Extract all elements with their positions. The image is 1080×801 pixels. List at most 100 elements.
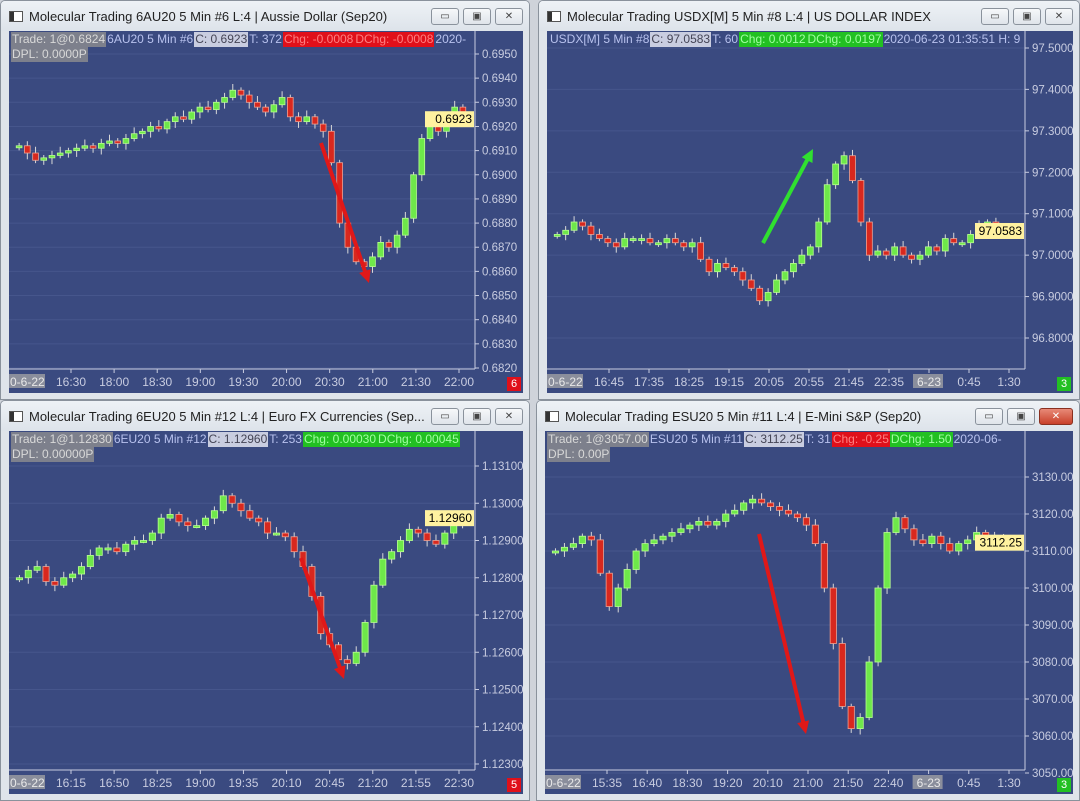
chart-body[interactable]: USDX[M] 5 Min #8 C: 97.0583 T: 60 Chg: 0.00… xyxy=(547,31,1075,395)
chart-window[interactable]: Molecular Trading 6EU20 5 Min #12 L:4 | … xyxy=(0,400,530,801)
candle xyxy=(148,530,156,545)
maximize-button[interactable]: ▣ xyxy=(1007,408,1035,425)
x-tick-label: 18:00 xyxy=(99,375,129,389)
maximize-button[interactable]: ▣ xyxy=(1013,8,1041,25)
date-marker xyxy=(9,374,45,388)
chart-body[interactable]: Trade: 1@0.6824 6AU20 5 Min #6 C: 0.6923 T:… xyxy=(9,31,523,393)
x-tick-label: 0-6-22 xyxy=(10,776,45,790)
candle xyxy=(950,232,958,246)
candle xyxy=(15,142,23,151)
minimize-button[interactable]: ▭ xyxy=(975,408,1003,425)
candle xyxy=(388,548,396,564)
title-bar[interactable]: Molecular Trading 6AU20 5 Min #6 L:4 | A… xyxy=(1,1,529,31)
candle xyxy=(432,534,440,547)
candle xyxy=(290,532,298,558)
candle xyxy=(937,531,945,550)
window-badge[interactable]: 3 xyxy=(1057,778,1071,792)
candle xyxy=(155,120,163,132)
app-icon xyxy=(547,10,561,22)
x-tick-label: 6-23 xyxy=(917,776,941,790)
x-tick-label: 18:30 xyxy=(672,776,702,790)
chart-body[interactable]: Trade: 1@3057.00 ESU20 5 Min #11 C: 3112.2… xyxy=(545,431,1075,796)
close-button[interactable]: ✕ xyxy=(1039,408,1073,425)
close-info: C: 97.0583 xyxy=(650,32,712,47)
close-button[interactable]: ✕ xyxy=(495,408,523,425)
price-chart[interactable]: 0.6950 0.6940 0.6930 0.6920 0.6910 0.6900 0.68… xyxy=(9,31,525,395)
candle xyxy=(578,533,586,548)
chart-window[interactable]: Molecular Trading 6AU20 5 Min #6 L:4 | A… xyxy=(0,0,530,400)
candle xyxy=(402,211,409,239)
candle xyxy=(42,563,50,586)
candle xyxy=(838,637,846,710)
chg-info: Chg: -0.0008 xyxy=(282,32,355,47)
chart-window[interactable]: Molecular Trading ESU20 5 Min #11 L:4 | … xyxy=(536,400,1080,801)
candle xyxy=(668,528,676,543)
app-icon xyxy=(545,410,559,422)
dpl-info: DPL: 0.00P xyxy=(547,447,611,462)
candle xyxy=(219,489,227,514)
minimize-button[interactable]: ▭ xyxy=(431,408,459,425)
price-chart[interactable]: 97.5000 97.4000 97.3000 97.2000 97.1000 97.00… xyxy=(547,31,1075,395)
minimize-button[interactable]: ▭ xyxy=(431,8,459,25)
ticks-info: T: 253 xyxy=(269,432,302,446)
y-tick-label: 0.6820 xyxy=(482,363,517,375)
symbol-info: USDX[M] 5 Min #8 xyxy=(550,32,650,46)
minimize-button[interactable]: ▭ xyxy=(981,8,1009,25)
candle xyxy=(722,509,730,528)
x-tick-label: 1:30 xyxy=(997,776,1021,790)
x-tick-label: 19:15 xyxy=(714,375,744,389)
price-chart[interactable]: 3130.00 3120.00 3110.00 3100.00 3090.00 3080.… xyxy=(545,431,1075,796)
candle xyxy=(553,231,561,239)
x-tick-label: 21:45 xyxy=(834,375,864,389)
last-price-marker xyxy=(975,222,1024,239)
y-tick-label: 0.6850 xyxy=(482,291,517,303)
candle xyxy=(680,240,688,252)
y-tick-label: 3080.00 xyxy=(1032,657,1074,669)
candle xyxy=(405,523,413,544)
candle xyxy=(747,274,755,291)
price-chart[interactable]: 1.13100 1.13000 1.12900 1.12800 1.12700 1.126… xyxy=(9,431,525,796)
candle xyxy=(104,543,112,554)
maximize-button[interactable]: ▣ xyxy=(463,8,491,25)
y-tick-label: 1.12700 xyxy=(482,610,524,622)
last-price-marker xyxy=(425,510,474,527)
window-badge[interactable]: 6 xyxy=(507,377,521,391)
y-tick-label: 3090.00 xyxy=(1032,620,1074,632)
candle xyxy=(705,256,713,276)
candle xyxy=(410,171,417,223)
title-bar[interactable]: Molecular Trading 6EU20 5 Min #12 L:4 | … xyxy=(1,401,529,431)
y-tick-label: 3070.00 xyxy=(1032,694,1074,706)
ticks-info: T: 372 xyxy=(249,32,282,46)
window-badge[interactable]: 5 xyxy=(507,778,521,792)
x-tick-label: 19:35 xyxy=(228,776,258,790)
window-badge[interactable]: 3 xyxy=(1057,377,1071,391)
close-button[interactable]: ✕ xyxy=(495,8,523,25)
x-tick-label: 21:30 xyxy=(401,375,431,389)
candle xyxy=(784,504,793,517)
candle xyxy=(33,560,41,574)
maximize-button[interactable]: ▣ xyxy=(463,408,491,425)
y-tick-label: 96.9000 xyxy=(1032,292,1074,304)
candle xyxy=(113,541,121,555)
title-bar[interactable]: Molecular Trading USDX[M] 5 Min #8 L:4 |… xyxy=(539,1,1079,31)
candle xyxy=(740,500,748,515)
chart-window[interactable]: Molecular Trading USDX[M] 5 Min #8 L:4 |… xyxy=(538,0,1080,400)
candle xyxy=(562,226,570,241)
candle xyxy=(24,565,32,584)
candle xyxy=(695,517,703,532)
candle xyxy=(731,504,739,517)
y-tick-label: 97.5000 xyxy=(1032,43,1074,55)
candle xyxy=(919,533,927,547)
candle xyxy=(60,571,68,588)
candle xyxy=(916,250,924,266)
x-tick-label: 0-6-22 xyxy=(10,375,45,389)
candle xyxy=(122,133,130,150)
title-bar[interactable]: Molecular Trading ESU20 5 Min #11 L:4 | … xyxy=(537,401,1079,431)
candle xyxy=(749,494,757,509)
candle xyxy=(246,504,254,521)
candle xyxy=(866,217,873,261)
close-button[interactable]: ✕ xyxy=(1045,8,1073,25)
chart-body[interactable]: Trade: 1@1.12830 6EU20 5 Min #12 C: 1.1296… xyxy=(9,431,525,796)
candle xyxy=(270,100,278,119)
x-tick-label: 20:10 xyxy=(753,776,783,790)
